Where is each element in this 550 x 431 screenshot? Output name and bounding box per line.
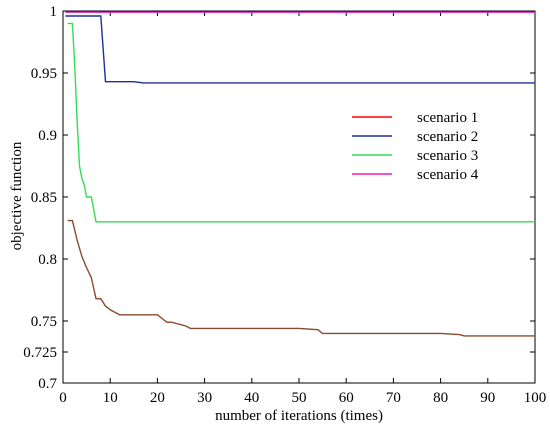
y-tick-label: 0.7 bbox=[38, 376, 57, 392]
plot-area bbox=[62, 10, 536, 384]
legend: scenario 1 scenario 2 scenario 3 scenario 4 bbox=[352, 110, 479, 183]
x-tick-label: 20 bbox=[150, 390, 165, 406]
x-tick-label: 50 bbox=[292, 390, 307, 406]
x-tick-label: 10 bbox=[103, 390, 118, 406]
series-line-scenario-1 bbox=[67, 219, 535, 337]
x-tick-label: 70 bbox=[386, 390, 401, 406]
series-layer bbox=[65, 11, 535, 337]
legend-entry: scenario 2 bbox=[417, 129, 478, 145]
plot-frame bbox=[62, 10, 536, 384]
y-tick-label: 0.95 bbox=[31, 66, 57, 82]
x-tick-label: 40 bbox=[244, 390, 259, 406]
y-tick-label: 0.75 bbox=[31, 314, 57, 330]
legend-entry: scenario 4 bbox=[417, 167, 479, 183]
y-tick-label: 1 bbox=[50, 4, 58, 20]
series-line-scenario-2 bbox=[65, 15, 535, 84]
x-axis: 0 10 20 30 40 50 60 70 80 90 100 bbox=[59, 11, 546, 406]
x-tick-label: 80 bbox=[433, 390, 448, 406]
series-line-scenario-3 bbox=[67, 22, 535, 223]
y-tick-label: 0.9 bbox=[38, 128, 57, 144]
y-tick-label: 0.8 bbox=[38, 252, 57, 268]
y-axis: 0.7 0.725 0.75 0.8 0.85 0.9 0.95 1 bbox=[23, 4, 535, 392]
x-tick-label: 90 bbox=[480, 390, 495, 406]
x-tick-label: 30 bbox=[197, 390, 212, 406]
y-axis-label: objective function bbox=[9, 141, 25, 250]
x-tick-label: 60 bbox=[339, 390, 354, 406]
legend-entry: scenario 1 bbox=[417, 110, 478, 126]
y-tick-label: 0.85 bbox=[31, 190, 57, 206]
y-tick-label: 0.725 bbox=[23, 345, 57, 361]
x-tick-label: 0 bbox=[59, 390, 67, 406]
legend-entry: scenario 3 bbox=[417, 148, 478, 164]
x-tick-label: 100 bbox=[524, 390, 547, 406]
x-axis-label: number of iterations (times) bbox=[215, 408, 383, 424]
